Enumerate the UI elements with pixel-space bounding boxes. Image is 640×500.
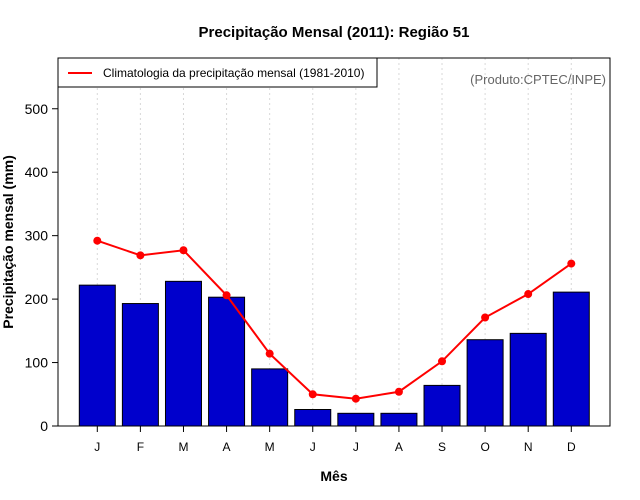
climatology-point-2 <box>179 246 188 255</box>
climatology-point-9 <box>481 313 490 322</box>
bar-d-11 <box>552 291 590 427</box>
source-credit: (Produto:CPTEC/INPE) <box>470 72 606 87</box>
legend-box <box>57 57 378 88</box>
bar-j-0 <box>78 284 116 427</box>
y-tick-label-500: 500 <box>25 101 49 117</box>
bar-f-1 <box>121 303 159 427</box>
y-tick-label-300: 300 <box>25 228 49 244</box>
climatology-point-5 <box>308 390 317 399</box>
x-tick-label-2: M <box>178 440 188 454</box>
bar-m-4 <box>251 368 289 427</box>
x-tick-label-7: A <box>395 440 403 454</box>
bar-s-8 <box>423 384 461 427</box>
climatology-line <box>96 239 572 400</box>
bar-j-5 <box>294 409 332 427</box>
bar-m-2 <box>164 280 202 427</box>
y-axis: 0 100 200 300 400 500 <box>25 101 59 434</box>
chart-title: Precipitação Mensal (2011): Região 51 <box>199 24 470 41</box>
bar-j-6 <box>337 412 375 427</box>
climatology-point-6 <box>351 394 360 403</box>
x-axis-label: Mês <box>320 468 347 484</box>
bar-a-7 <box>380 412 418 427</box>
climatology-point-0 <box>93 236 102 245</box>
climatology-line-series <box>93 236 576 403</box>
x-tick-label-5: J <box>310 440 316 454</box>
climatology-point-3 <box>222 291 231 300</box>
climatology-point-11 <box>567 259 576 268</box>
legend-entry-climatology: Climatologia da precipitação mensal (198… <box>103 66 364 80</box>
climatology-point-10 <box>524 290 533 299</box>
x-tick-label-10: N <box>524 440 533 454</box>
y-tick-label-0: 0 <box>40 418 48 434</box>
x-tick-label-6: J <box>353 440 359 454</box>
x-tick-label-0: J <box>94 440 100 454</box>
y-axis-label: Precipitação mensal (mm) <box>0 155 16 329</box>
x-tick-label-3: A <box>223 440 231 454</box>
climatology-point-1 <box>136 251 145 260</box>
climatology-point-4 <box>265 349 274 358</box>
x-tick-label-4: M <box>265 440 275 454</box>
bar-n-10 <box>509 332 547 427</box>
x-tick-label-8: S <box>438 440 446 454</box>
x-tick-label-11: D <box>567 440 576 454</box>
bar-o-9 <box>466 339 504 427</box>
legend: Climatologia da precipitação mensal (198… <box>57 57 378 88</box>
climatology-point-7 <box>394 387 403 396</box>
y-tick-label-200: 200 <box>25 291 49 307</box>
bar-a-3 <box>208 296 246 427</box>
climatology-point-8 <box>438 357 447 366</box>
y-tick-label-100: 100 <box>25 355 49 371</box>
bar-series <box>78 280 590 427</box>
y-tick-label-400: 400 <box>25 164 49 180</box>
x-tick-label-9: O <box>480 440 489 454</box>
x-tick-label-1: F <box>137 440 144 454</box>
